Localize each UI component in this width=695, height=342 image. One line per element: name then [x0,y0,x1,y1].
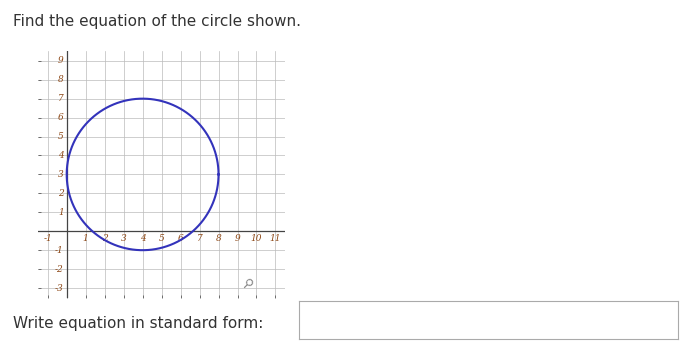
Text: 1: 1 [58,208,64,217]
Text: 4: 4 [140,234,145,243]
Text: -1: -1 [43,234,52,243]
Text: 7: 7 [197,234,202,243]
Text: -2: -2 [55,265,64,274]
Text: 7: 7 [58,94,64,103]
Text: 6: 6 [178,234,183,243]
Text: 11: 11 [270,234,281,243]
Text: 9: 9 [235,234,240,243]
Text: 3: 3 [58,170,64,179]
Text: 6: 6 [58,113,64,122]
Text: 2: 2 [58,189,64,198]
Text: 3: 3 [121,234,126,243]
Text: 5: 5 [58,132,64,141]
Text: -3: -3 [55,284,64,292]
Text: 10: 10 [251,234,262,243]
Text: 1: 1 [83,234,88,243]
Text: 4: 4 [58,151,64,160]
Text: -1: -1 [55,246,64,255]
Text: 9: 9 [58,56,64,65]
Text: Find the equation of the circle shown.: Find the equation of the circle shown. [13,14,300,29]
Text: Write equation in standard form:: Write equation in standard form: [13,316,263,331]
Text: 5: 5 [158,234,165,243]
Text: 8: 8 [215,234,222,243]
Text: 2: 2 [101,234,108,243]
Text: ⚲: ⚲ [239,276,255,292]
Text: 8: 8 [58,75,64,84]
